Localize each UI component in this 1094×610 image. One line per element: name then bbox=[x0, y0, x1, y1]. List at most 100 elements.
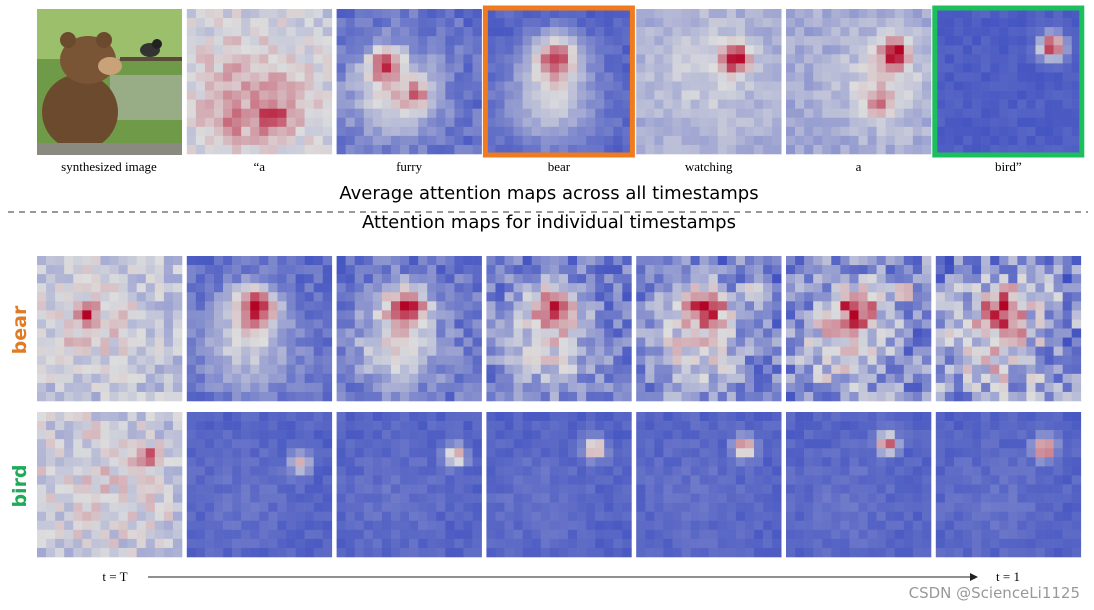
attention-cell bbox=[82, 502, 92, 512]
attention-cell bbox=[354, 373, 365, 384]
attention-cell bbox=[953, 511, 964, 522]
attention-cell bbox=[322, 301, 333, 311]
attention-cell bbox=[944, 274, 955, 284]
attention-cell bbox=[999, 27, 1009, 37]
attention-cell bbox=[46, 511, 56, 522]
attention-cell bbox=[46, 301, 56, 311]
attention-cell bbox=[981, 355, 991, 366]
attention-cell bbox=[495, 466, 505, 476]
attention-cell bbox=[522, 301, 533, 311]
attention-cell bbox=[531, 292, 542, 302]
attention-cell bbox=[513, 457, 523, 467]
attention-cell bbox=[681, 520, 691, 531]
attention-cell bbox=[286, 457, 296, 467]
attention-cell bbox=[163, 328, 174, 338]
attention-cell bbox=[1035, 382, 1045, 393]
attention-cell bbox=[495, 319, 505, 329]
attention-cell bbox=[699, 36, 709, 46]
attention-cell bbox=[145, 430, 156, 440]
attention-cell bbox=[822, 283, 832, 293]
attention-cell bbox=[195, 457, 206, 467]
attention-cell bbox=[1062, 310, 1073, 320]
attention-cell bbox=[1062, 355, 1073, 366]
attention-cell bbox=[295, 520, 305, 531]
attention-cell bbox=[154, 430, 165, 440]
attention-cell bbox=[672, 81, 682, 91]
attention-cell bbox=[595, 265, 605, 275]
attention-cell bbox=[390, 475, 401, 485]
attention-cell bbox=[259, 391, 269, 402]
attention-cell bbox=[813, 283, 823, 293]
attention-cell bbox=[436, 346, 446, 356]
attention-cell bbox=[894, 27, 905, 37]
attention-cell bbox=[372, 63, 383, 73]
attention-cell bbox=[363, 45, 374, 55]
attention-cell bbox=[754, 99, 764, 109]
attention-cell bbox=[91, 439, 101, 449]
attention-cell bbox=[822, 144, 832, 155]
attention-cell bbox=[672, 135, 682, 146]
attention-cell bbox=[454, 337, 464, 347]
attention-cell bbox=[912, 265, 923, 275]
attention-cell bbox=[962, 382, 973, 393]
attention-cell bbox=[427, 301, 437, 311]
attention-cell bbox=[786, 265, 796, 275]
attention-cell bbox=[213, 391, 224, 402]
attention-cell bbox=[786, 475, 796, 485]
attention-cell bbox=[999, 90, 1009, 100]
attention-cell bbox=[427, 475, 437, 485]
attention-cell bbox=[55, 337, 65, 347]
attention-cell bbox=[1017, 9, 1027, 19]
attention-cell bbox=[472, 18, 482, 28]
attention-cell bbox=[840, 126, 850, 137]
attention-cell bbox=[336, 292, 346, 302]
attention-cell bbox=[1035, 99, 1045, 109]
attention-cell bbox=[813, 484, 823, 494]
attention-cell bbox=[322, 319, 333, 329]
attention-cell bbox=[795, 484, 805, 494]
attention-cell bbox=[876, 256, 886, 266]
attention-cell bbox=[55, 430, 65, 440]
attention-cell bbox=[286, 529, 296, 540]
attention-cell bbox=[858, 301, 868, 311]
attention-cell bbox=[277, 310, 287, 320]
attention-cell bbox=[472, 319, 482, 329]
attention-cell bbox=[921, 421, 932, 431]
attention-cell bbox=[867, 364, 877, 375]
attention-cell bbox=[962, 373, 973, 384]
attention-cell bbox=[690, 310, 700, 320]
attention-cell bbox=[717, 520, 728, 531]
attention-cell bbox=[486, 391, 496, 402]
attention-cell bbox=[935, 538, 946, 549]
attention-cell bbox=[763, 457, 773, 467]
attention-cell bbox=[118, 448, 128, 458]
attention-cell bbox=[858, 466, 868, 476]
attention-cell bbox=[109, 373, 119, 384]
attention-cell bbox=[754, 466, 764, 476]
attention-cell bbox=[894, 493, 905, 503]
attention-cell bbox=[241, 72, 251, 82]
attention-cell bbox=[154, 256, 165, 266]
attention-cell bbox=[645, 18, 655, 28]
attention-cell bbox=[867, 90, 877, 100]
attention-cell bbox=[363, 430, 374, 440]
attention-cell bbox=[894, 529, 905, 540]
attention-cell bbox=[223, 27, 233, 37]
attention-cell bbox=[472, 520, 482, 531]
attention-cell bbox=[64, 265, 74, 275]
attention-cell bbox=[953, 484, 964, 494]
attention-cell bbox=[831, 292, 841, 302]
attention-cell bbox=[313, 274, 324, 284]
attention-cell bbox=[454, 364, 464, 375]
attention-cell bbox=[213, 54, 224, 64]
attention-cell bbox=[903, 475, 914, 485]
attention-cell bbox=[73, 466, 83, 476]
attention-cell bbox=[336, 355, 346, 366]
attention-cell bbox=[259, 117, 269, 128]
attention-cell bbox=[867, 54, 877, 64]
attention-cell bbox=[717, 135, 728, 146]
attention-cell bbox=[645, 292, 655, 302]
attention-cell bbox=[567, 382, 578, 393]
attention-cell bbox=[250, 54, 260, 64]
attention-cell bbox=[295, 72, 305, 82]
